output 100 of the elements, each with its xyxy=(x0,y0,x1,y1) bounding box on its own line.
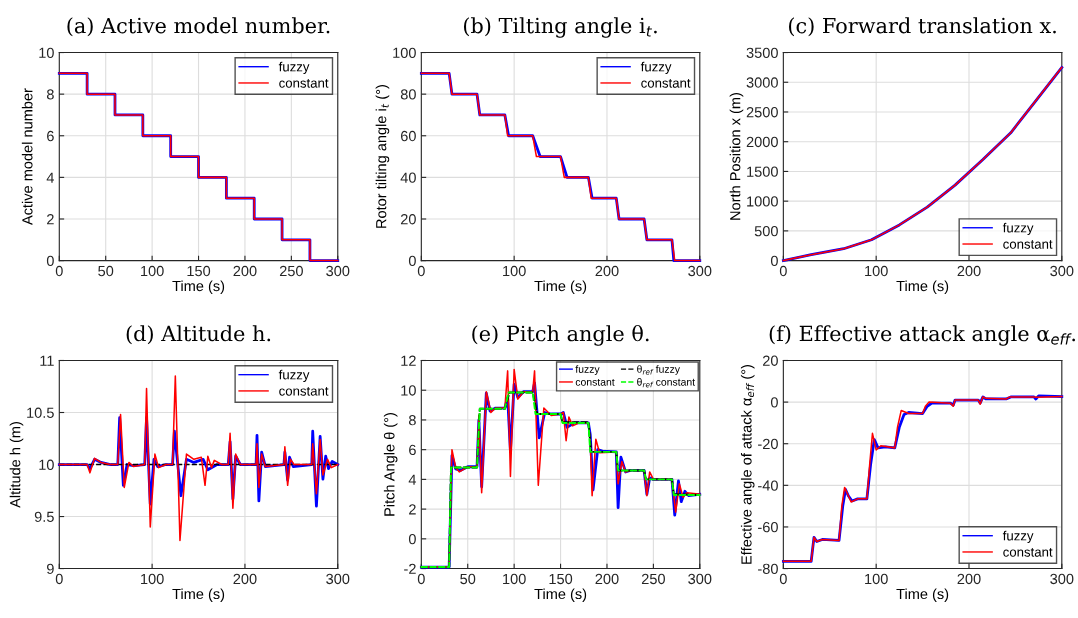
y-tick-label: 10 xyxy=(401,385,416,396)
x-axis-title: Time (s) xyxy=(896,588,949,602)
legend-label: fuzzy xyxy=(640,61,672,75)
y-tick-label: 11 xyxy=(40,355,54,366)
y-tick-label: 4 xyxy=(46,172,54,183)
x-tick-label: 0 xyxy=(779,573,787,585)
x-tick-label: 50 xyxy=(460,573,476,585)
y-tick-label: 10.5 xyxy=(27,407,54,418)
x-tick-label: 300 xyxy=(688,265,712,277)
legend-label: constant xyxy=(279,79,329,88)
y-tick-label: 500 xyxy=(754,225,778,237)
x-tick-label: 300 xyxy=(1050,573,1074,585)
y-tick-label: 10 xyxy=(39,459,54,470)
legend-label: fuzzy xyxy=(278,369,310,383)
x-tick-label: 100 xyxy=(503,265,526,277)
x-tick-label: 300 xyxy=(1050,265,1074,277)
y-tick-label: 20 xyxy=(400,214,416,225)
y-axis-title: North Position x (m) xyxy=(729,93,744,220)
legend-label: θ$_{ref}$ fuzzy xyxy=(637,365,680,375)
x-tick-label: 0 xyxy=(779,265,787,277)
y-axis-title: Effective angle of attack α$_{eff}$ (°) xyxy=(740,364,755,564)
y-tick-label: 0 xyxy=(46,255,54,267)
x-tick-label: 50 xyxy=(98,265,114,277)
y-tick-label: 40 xyxy=(400,172,416,183)
chart-title: (e) Pitch angle θ. xyxy=(472,324,649,346)
y-tick-label: 2 xyxy=(409,504,416,515)
chart-title: (d) Altitude h. xyxy=(126,325,271,345)
chart-title: (c) Forward translation x. xyxy=(789,17,1056,37)
x-tick-label: 0 xyxy=(417,265,425,277)
y-tick-label: -60 xyxy=(758,522,778,533)
x-axis-title: Time (s) xyxy=(172,280,225,295)
y-axis-title: Altitude h (m) xyxy=(9,422,24,508)
legend-label: constant xyxy=(641,79,691,88)
x-tick-label: 0 xyxy=(55,573,63,585)
y-tick-label: 4 xyxy=(408,474,417,485)
y-tick-label: 1000 xyxy=(747,196,778,207)
y-axis-title: Rotor tilting angle i$_{t}$ (°) xyxy=(375,85,390,228)
y-tick-label: 12 xyxy=(401,355,416,366)
y-tick-label: 2500 xyxy=(746,107,778,118)
legend-label: fuzzy xyxy=(1002,530,1034,544)
x-tick-label: 200 xyxy=(957,265,981,277)
y-tick-label: 8 xyxy=(46,89,54,100)
x-tick-label: 100 xyxy=(503,573,526,585)
x-tick-label: 250 xyxy=(279,265,303,277)
legend-label: constant xyxy=(279,387,329,396)
y-tick-label: 0 xyxy=(408,533,416,545)
legend-label: constant xyxy=(1003,240,1053,249)
x-tick-label: 150 xyxy=(187,265,211,277)
x-tick-label: 300 xyxy=(688,573,712,585)
y-tick-label: 0 xyxy=(770,397,778,408)
x-tick-label: 100 xyxy=(865,265,888,277)
chart-title: (f) Effective attack angle α$_{eff}$. xyxy=(769,325,1076,346)
x-tick-label: 200 xyxy=(233,573,257,585)
legend-label: constant xyxy=(575,378,615,386)
x-tick-label: 200 xyxy=(595,573,619,585)
y-tick-label: 3500 xyxy=(746,47,778,58)
y-tick-label: 9.5 xyxy=(34,511,54,522)
x-axis-title: Time (s) xyxy=(896,280,949,295)
x-tick-label: 200 xyxy=(957,573,981,585)
x-tick-label: 100 xyxy=(865,573,888,585)
y-axis-title: Active model number xyxy=(21,88,33,226)
y-tick-label: 6 xyxy=(409,444,416,456)
x-tick-label: 0 xyxy=(417,573,425,585)
x-tick-label: 200 xyxy=(595,265,619,277)
y-tick-label: 6 xyxy=(47,130,54,142)
y-axis-title: Pitch Angle θ (°) xyxy=(383,413,398,516)
legend-label: fuzzy xyxy=(278,61,310,75)
x-tick-label: 200 xyxy=(233,265,257,277)
y-tick-label: -2 xyxy=(404,563,416,574)
chart-title: (a) Active model number. xyxy=(67,17,330,37)
y-tick-label: 0 xyxy=(770,255,778,267)
legend-label: fuzzy xyxy=(575,365,600,375)
x-axis-title: Time (s) xyxy=(534,588,587,602)
y-tick-label: 80 xyxy=(400,89,416,100)
x-tick-label: 300 xyxy=(326,265,350,277)
x-tick-label: 150 xyxy=(549,573,573,585)
x-tick-label: 100 xyxy=(141,265,164,277)
x-tick-label: 0 xyxy=(55,265,63,277)
y-tick-label: 9 xyxy=(47,563,54,574)
y-tick-label: -40 xyxy=(758,480,778,491)
x-axis-title: Time (s) xyxy=(172,588,225,602)
y-tick-label: 0 xyxy=(408,255,416,267)
y-tick-label: 2 xyxy=(47,214,54,225)
y-tick-label: 2000 xyxy=(746,136,778,148)
y-tick-label: -20 xyxy=(758,438,778,450)
y-tick-label: 8 xyxy=(408,415,416,426)
y-tick-label: 60 xyxy=(400,130,416,142)
y-tick-label: 100 xyxy=(393,47,416,58)
y-tick-label: 1500 xyxy=(747,166,778,177)
legend-label: θ$_{ref}$ constant xyxy=(637,378,695,388)
x-axis-title: Time (s) xyxy=(534,280,587,295)
legend-label: constant xyxy=(1003,548,1053,557)
y-tick-label: 20 xyxy=(763,355,778,366)
y-tick-label: 10 xyxy=(39,47,54,58)
legend-label: fuzzy xyxy=(1002,222,1034,236)
chart-title: (b) Tilting angle i$_{t}$. xyxy=(463,17,657,38)
x-tick-label: 300 xyxy=(326,573,350,585)
y-tick-label: -80 xyxy=(758,563,778,574)
y-tick-label: 3000 xyxy=(746,77,778,88)
x-tick-label: 100 xyxy=(141,573,164,585)
